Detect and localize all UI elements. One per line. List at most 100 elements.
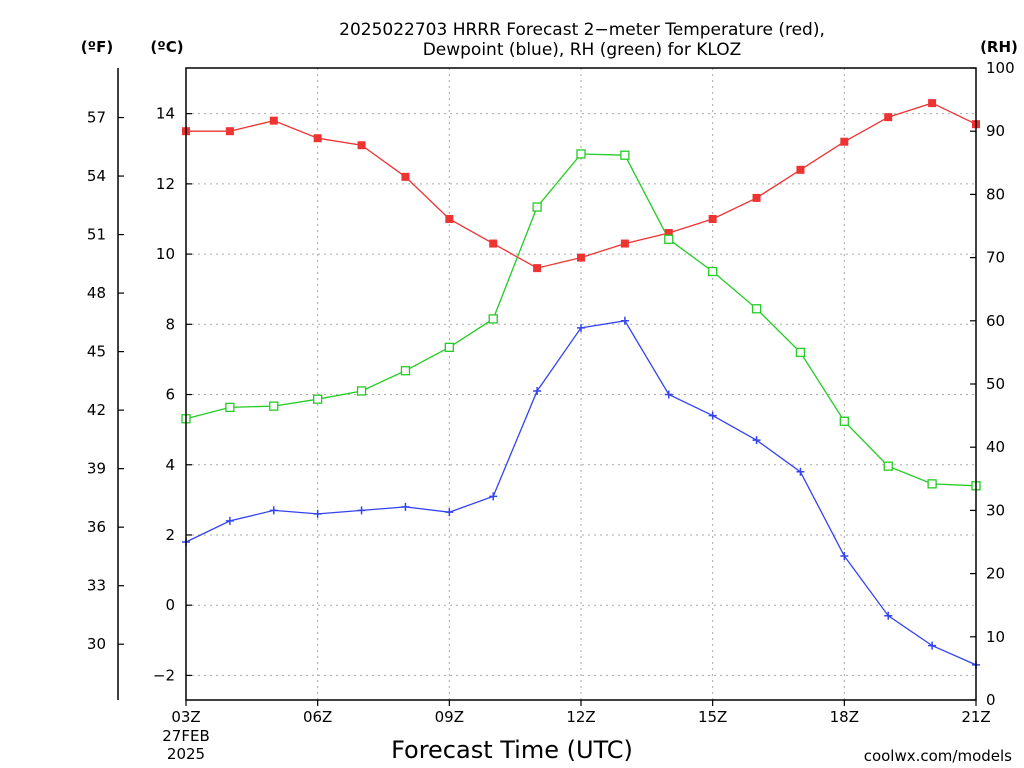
rh-point bbox=[576, 149, 586, 159]
date-label-year: 2025 bbox=[167, 745, 205, 763]
dewpoint-point bbox=[577, 323, 585, 332]
rh-tick-label: 10 bbox=[986, 628, 1005, 646]
x-tick-label: 06Z bbox=[303, 708, 332, 726]
x-tick-label: 12Z bbox=[566, 708, 595, 726]
fahrenheit-tick-label: 45 bbox=[87, 343, 106, 361]
rh-tick-label: 50 bbox=[986, 375, 1005, 393]
dewpoint-point bbox=[664, 390, 673, 399]
dewpoint-point bbox=[313, 509, 322, 518]
celsius-tick-label: 4 bbox=[165, 456, 175, 474]
temperature-point bbox=[928, 99, 937, 108]
celsius-tick-label: 14 bbox=[156, 105, 175, 123]
celsius-tick-label: 10 bbox=[156, 245, 175, 263]
x-tick-label: 03Z bbox=[171, 708, 200, 726]
rh-point bbox=[269, 401, 279, 411]
fahrenheit-tick-label: 30 bbox=[87, 635, 106, 653]
rh-point bbox=[883, 461, 893, 471]
temperature-point bbox=[708, 214, 717, 223]
rh-point bbox=[708, 266, 718, 277]
x-tick-label: 15Z bbox=[698, 708, 727, 726]
grid bbox=[186, 68, 976, 700]
rh-point bbox=[839, 416, 849, 426]
temperature-point bbox=[620, 239, 629, 248]
temperature-point bbox=[489, 239, 498, 248]
chart-title-line-2: Dewpoint (blue), RH (green) for KLOZ bbox=[423, 40, 742, 60]
rh-tick-label: 70 bbox=[986, 249, 1005, 267]
temperature-point bbox=[533, 264, 542, 273]
rh-point bbox=[313, 394, 323, 404]
series-markers bbox=[181, 99, 981, 669]
temperature-point bbox=[577, 253, 585, 262]
rh-point bbox=[532, 202, 542, 212]
temperature-point bbox=[269, 116, 278, 125]
rh-point bbox=[927, 479, 937, 489]
x-tick-label: 21Z bbox=[961, 708, 990, 726]
temperature-point bbox=[884, 113, 893, 122]
fahrenheit-tick-label: 33 bbox=[87, 577, 106, 595]
x-axis-label: Forecast Time (UTC) bbox=[391, 736, 633, 764]
rh-tick-label: 90 bbox=[986, 122, 1005, 140]
rh-point bbox=[225, 402, 235, 413]
celsius-tick-label: 12 bbox=[156, 175, 175, 193]
celsius-tick-label: 8 bbox=[165, 315, 175, 333]
rh-point bbox=[751, 304, 762, 314]
celsius-tick-label: −2 bbox=[153, 666, 175, 684]
dewpoint-point bbox=[401, 502, 410, 511]
chart-title-line-1: 2025022703 HRRR Forecast 2−meter Tempera… bbox=[339, 20, 825, 40]
rh-point bbox=[488, 314, 498, 324]
dewpoint-point bbox=[884, 611, 893, 620]
temperature-point bbox=[357, 141, 366, 150]
fahrenheit-tick-label: 39 bbox=[87, 460, 106, 478]
x-tick-label: 18Z bbox=[830, 708, 859, 726]
dewpoint-point bbox=[752, 436, 761, 445]
unit-celsius: (ºC) bbox=[150, 38, 183, 56]
axis-ticks: 03Z 06Z 09Z 12Z 15Z 18Z 21Z −2 0 2 4 6 8 10 12 14 30 33 36… bbox=[87, 59, 1015, 726]
temperature-point bbox=[445, 214, 454, 223]
rh-point bbox=[400, 366, 411, 376]
dewpoint-point bbox=[840, 552, 849, 561]
rh-tick-label: 80 bbox=[986, 185, 1005, 203]
dewpoint-point bbox=[445, 508, 454, 517]
dewpoint-point bbox=[489, 492, 498, 501]
dewpoint-point bbox=[796, 467, 805, 476]
x-tick-label: 09Z bbox=[435, 708, 464, 726]
fahrenheit-tick-label: 36 bbox=[87, 518, 106, 536]
dewpoint-point bbox=[225, 516, 234, 525]
rh-line bbox=[185, 153, 977, 487]
fahrenheit-tick-label: 57 bbox=[87, 109, 106, 127]
dewpoint-point bbox=[533, 387, 542, 396]
unit-rh: (RH) bbox=[980, 38, 1018, 56]
rh-point bbox=[356, 386, 367, 396]
temperature-point bbox=[225, 127, 234, 136]
plot-frame bbox=[185, 67, 977, 701]
date-label-day: 27FEB bbox=[162, 727, 209, 745]
credit-text: coolwx.com/models bbox=[864, 747, 1012, 765]
temperature-point bbox=[313, 134, 322, 143]
rh-point bbox=[664, 234, 674, 244]
rh-point bbox=[795, 347, 806, 358]
unit-fahrenheit: (ºF) bbox=[81, 38, 113, 56]
rh-tick-label: 40 bbox=[986, 438, 1005, 456]
series-lines bbox=[185, 102, 977, 666]
rh-tick-label: 0 bbox=[986, 691, 996, 709]
rh-point bbox=[444, 342, 454, 352]
dewpoint-point bbox=[620, 316, 629, 325]
rh-tick-label: 20 bbox=[986, 565, 1005, 583]
fahrenheit-tick-label: 54 bbox=[87, 167, 106, 185]
fahrenheit-tick-label: 51 bbox=[87, 226, 106, 244]
rh-tick-label: 30 bbox=[986, 501, 1005, 519]
dewpoint-point bbox=[269, 506, 278, 515]
dewpoint-line bbox=[185, 320, 977, 666]
dewpoint-point bbox=[357, 506, 366, 515]
dewpoint-point bbox=[708, 411, 717, 420]
rh-point bbox=[620, 150, 630, 160]
dewpoint-point bbox=[928, 641, 937, 650]
fahrenheit-tick-label: 42 bbox=[87, 401, 106, 419]
celsius-tick-label: 6 bbox=[165, 386, 175, 404]
temperature-point bbox=[664, 229, 673, 238]
celsius-tick-label: 0 bbox=[165, 596, 175, 614]
temperature-point bbox=[401, 172, 410, 181]
rh-tick-label: 100 bbox=[986, 59, 1015, 77]
temperature-point bbox=[840, 137, 849, 146]
